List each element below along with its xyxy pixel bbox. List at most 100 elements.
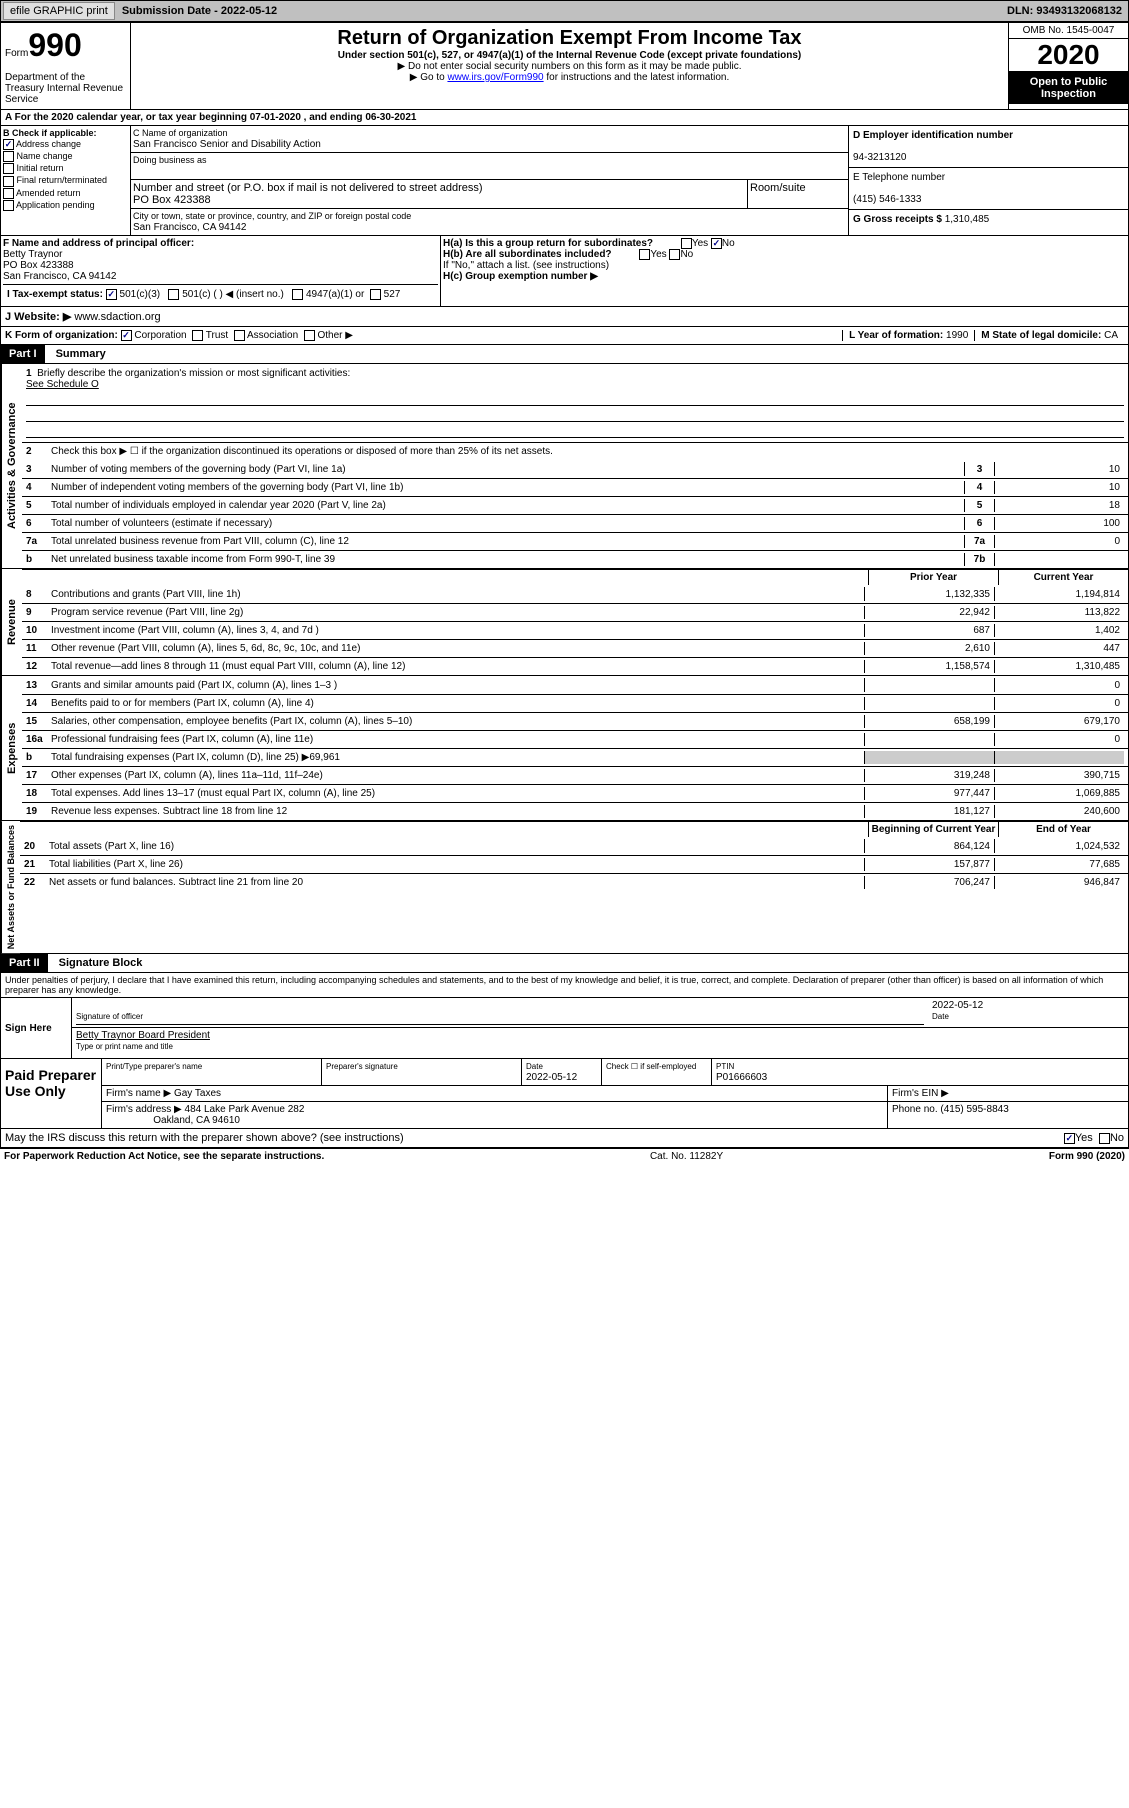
- phone-value: (415) 546-1333: [853, 194, 921, 205]
- begin-year-header: Beginning of Current Year: [868, 822, 998, 837]
- summary-line: 14Benefits paid to or for members (Part …: [22, 694, 1128, 712]
- hc-label: H(c) Group exemption number ▶: [443, 271, 598, 282]
- summary-line: 8Contributions and grants (Part VIII, li…: [22, 585, 1128, 603]
- prior-year-header: Prior Year: [868, 570, 998, 585]
- header-bar: efile GRAPHIC print Submission Date - 20…: [0, 0, 1129, 22]
- department-label: Department of the Treasury Internal Reve…: [5, 72, 126, 105]
- cb-application-pending[interactable]: [3, 200, 14, 211]
- rev-label: Revenue: [1, 569, 22, 675]
- summary-line: 11Other revenue (Part VIII, column (A), …: [22, 639, 1128, 657]
- phone-label: E Telephone number: [853, 172, 945, 183]
- summary-line: 5Total number of individuals employed in…: [22, 496, 1128, 514]
- street-value: PO Box 423388: [133, 194, 211, 206]
- summary-line: bTotal fundraising expenses (Part IX, co…: [22, 748, 1128, 766]
- cb-amended[interactable]: [3, 188, 14, 199]
- tax-year: 2020: [1009, 39, 1128, 72]
- efile-button[interactable]: efile GRAPHIC print: [3, 2, 115, 20]
- street-label: Number and street (or P.O. box if mail i…: [133, 182, 483, 194]
- prep-date: 2022-05-12: [526, 1072, 577, 1083]
- end-year-header: End of Year: [998, 822, 1128, 837]
- summary-line: 3Number of voting members of the governi…: [22, 460, 1128, 478]
- part2-header: Part II: [1, 954, 48, 972]
- suite-label: Room/suite: [750, 182, 806, 194]
- part1-header: Part I: [1, 345, 45, 363]
- summary-line: 22Net assets or fund balances. Subtract …: [20, 873, 1128, 891]
- net-label: Net Assets or Fund Balances: [1, 821, 20, 953]
- summary-line: 10Investment income (Part VIII, column (…: [22, 621, 1128, 639]
- year-formation: 1990: [946, 330, 968, 341]
- line2-desc: Check this box ▶ ☐ if the organization d…: [51, 446, 1124, 457]
- cb-discuss-no[interactable]: [1099, 1133, 1110, 1144]
- summary-line: 16aProfessional fundraising fees (Part I…: [22, 730, 1128, 748]
- form-number: 990: [28, 27, 81, 63]
- irs-link[interactable]: www.irs.gov/Form990: [447, 72, 543, 83]
- state-domicile: CA: [1104, 330, 1118, 341]
- cb-name-change[interactable]: [3, 151, 14, 162]
- cb-final-return[interactable]: [3, 176, 14, 187]
- summary-line: 20Total assets (Part X, line 16)864,1241…: [20, 837, 1128, 855]
- cb-hb-yes[interactable]: [639, 249, 650, 260]
- declaration-text: Under penalties of perjury, I declare th…: [0, 973, 1129, 998]
- hb-note: If "No," attach a list. (see instruction…: [443, 260, 1126, 271]
- gov-label: Activities & Governance: [1, 364, 22, 568]
- summary-line: 21Total liabilities (Part X, line 26)157…: [20, 855, 1128, 873]
- summary-line: 9Program service revenue (Part VIII, lin…: [22, 603, 1128, 621]
- gross-receipts-value: 1,310,485: [945, 214, 990, 225]
- summary-line: 4Number of independent voting members of…: [22, 478, 1128, 496]
- firm-addr: 484 Lake Park Avenue 282: [185, 1104, 305, 1115]
- ptin-value: P01666603: [716, 1072, 767, 1083]
- self-employed-check: Check ☐ if self-employed: [606, 1062, 696, 1071]
- row-j-website: J Website: ▶ www.sdaction.org: [0, 307, 1129, 327]
- note-link: ▶ Go to www.irs.gov/Form990 for instruct…: [135, 72, 1004, 83]
- cb-trust[interactable]: [192, 330, 203, 341]
- mission-value: See Schedule O: [26, 379, 99, 390]
- cb-assoc[interactable]: [234, 330, 245, 341]
- cb-hb-no[interactable]: [669, 249, 680, 260]
- officer-label: F Name and address of principal officer:: [3, 238, 194, 249]
- cb-discuss-yes[interactable]: [1064, 1133, 1075, 1144]
- summary-line: 18Total expenses. Add lines 13–17 (must …: [22, 784, 1128, 802]
- open-to-public: Open to Public Inspection: [1009, 72, 1128, 104]
- summary-line: 6Total number of volunteers (estimate if…: [22, 514, 1128, 532]
- cb-527[interactable]: [370, 289, 381, 300]
- officer-typed-name: Betty Traynor Board President: [76, 1030, 210, 1041]
- footer-left: For Paperwork Reduction Act Notice, see …: [4, 1151, 324, 1162]
- mission-label: Briefly describe the organization's miss…: [37, 368, 350, 379]
- form-label: Form: [5, 48, 28, 59]
- summary-line: 13Grants and similar amounts paid (Part …: [22, 676, 1128, 694]
- row-a-period: A For the 2020 calendar year, or tax yea…: [0, 110, 1129, 126]
- footer-right: Form 990 (2020): [1049, 1151, 1125, 1162]
- ha-label: H(a) Is this a group return for subordin…: [443, 238, 653, 249]
- part2-subtitle: Signature Block: [51, 957, 143, 969]
- cb-ha-no[interactable]: [711, 238, 722, 249]
- form-org-label: K Form of organization:: [5, 330, 118, 341]
- summary-line: 17Other expenses (Part IX, column (A), l…: [22, 766, 1128, 784]
- cb-other[interactable]: [304, 330, 315, 341]
- summary-line: 12Total revenue—add lines 8 through 11 (…: [22, 657, 1128, 675]
- summary-line: 7aTotal unrelated business revenue from …: [22, 532, 1128, 550]
- ein-label: D Employer identification number: [853, 130, 1013, 141]
- cb-address-change[interactable]: [3, 139, 14, 150]
- sig-date: 2022-05-12: [932, 1000, 983, 1011]
- org-name-label: C Name of organization: [133, 128, 228, 138]
- dba-label: Doing business as: [133, 155, 207, 165]
- hb-label: H(b) Are all subordinates included?: [443, 249, 612, 260]
- officer-name: Betty Traynor: [3, 249, 62, 260]
- cb-corp[interactable]: [121, 330, 132, 341]
- officer-addr2: San Francisco, CA 94142: [3, 271, 116, 282]
- cb-4947[interactable]: [292, 289, 303, 300]
- dln: DLN: 93493132068132: [1007, 5, 1126, 17]
- city-value: San Francisco, CA 94142: [133, 222, 246, 233]
- submission-date-label: Submission Date - 2022-05-12: [122, 5, 277, 17]
- part1-subtitle: Summary: [48, 348, 106, 360]
- cb-ha-yes[interactable]: [681, 238, 692, 249]
- city-label: City or town, state or province, country…: [133, 211, 411, 221]
- discuss-label: May the IRS discuss this return with the…: [5, 1132, 1064, 1144]
- firm-name: Gay Taxes: [174, 1088, 221, 1099]
- form-title: Return of Organization Exempt From Incom…: [135, 27, 1004, 50]
- prep-phone: (415) 595-8843: [940, 1104, 1008, 1115]
- cb-initial-return[interactable]: [3, 163, 14, 174]
- cb-501c[interactable]: [168, 289, 179, 300]
- cb-501c3[interactable]: [106, 289, 117, 300]
- gross-receipts-label: G Gross receipts $: [853, 214, 945, 225]
